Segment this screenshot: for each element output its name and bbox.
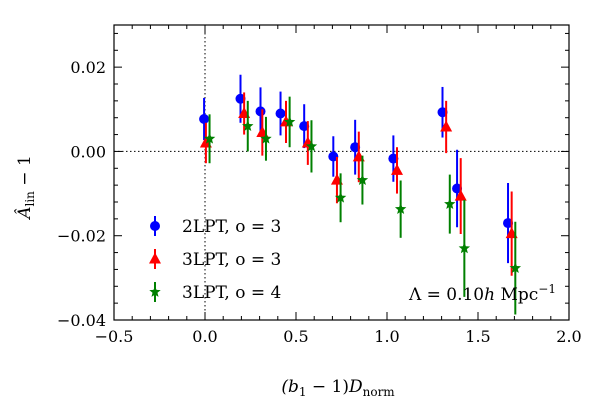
data-point (235, 93, 246, 104)
data-point (444, 198, 456, 209)
data-point (299, 121, 310, 132)
y-axis-label: Âlin − 1 (14, 155, 37, 221)
legend-marker (149, 286, 161, 297)
data-point (305, 140, 318, 152)
data-point (199, 113, 210, 124)
series-2 (199, 92, 518, 276)
data-point (260, 132, 272, 144)
x-axis-label: (b1 − 1)Dnorm (281, 377, 395, 399)
y-tick-label: −0.02 (57, 227, 106, 246)
data-point (328, 151, 339, 162)
data-layer (199, 74, 522, 315)
data-point (454, 189, 467, 201)
legend-entry-3: 3LPT, o = 4 (149, 282, 281, 303)
y-tick-label: 0.00 (70, 142, 106, 161)
data-point (452, 183, 463, 194)
legend-label: 3LPT, o = 4 (182, 283, 281, 303)
data-point (388, 153, 399, 164)
data-point (334, 191, 347, 203)
data-point (437, 107, 448, 118)
reference-lines (114, 25, 569, 320)
legend-marker (150, 221, 160, 231)
annotation-text: Λ = 0.10h Mpc−1 (408, 282, 556, 305)
axes: −0.5 0.0 0.5 1.0 1.5 2.0 −0.04 −0.02 0.00 0.02 (57, 24, 582, 346)
data-point (391, 163, 404, 175)
x-tick-label: −0.5 (95, 327, 134, 346)
plot-frame (113, 24, 570, 321)
legend: 2LPT, o = 3 3LPT, o = 3 3LPT, o = 4 (149, 216, 281, 303)
y-tick-label: −0.04 (57, 311, 106, 330)
legend-entry-2: 3LPT, o = 3 (149, 249, 281, 270)
data-point (255, 106, 266, 117)
data-point (440, 120, 453, 132)
data-point (203, 132, 216, 144)
data-point (458, 242, 471, 254)
data-point (275, 108, 286, 119)
data-point (356, 174, 369, 185)
x-tick-label: 0.5 (283, 327, 308, 346)
x-tick-label: 2.0 (556, 327, 581, 346)
data-point (503, 218, 514, 229)
x-tick-label: 1.0 (374, 327, 399, 346)
x-tick-label: 1.5 (465, 327, 490, 346)
legend-label: 3LPT, o = 3 (182, 250, 281, 270)
data-point (350, 142, 361, 153)
data-point (509, 262, 522, 274)
legend-entry-1: 2LPT, o = 3 (150, 216, 281, 237)
data-point (283, 115, 296, 127)
series-3 (203, 96, 522, 315)
data-point (394, 203, 407, 215)
series-1 (199, 74, 514, 264)
legend-label: 2LPT, o = 3 (182, 217, 281, 237)
legend-marker (149, 252, 161, 264)
data-point (242, 120, 254, 131)
x-tick-label: 0.0 (192, 327, 217, 346)
y-tick-label: 0.02 (70, 58, 106, 77)
